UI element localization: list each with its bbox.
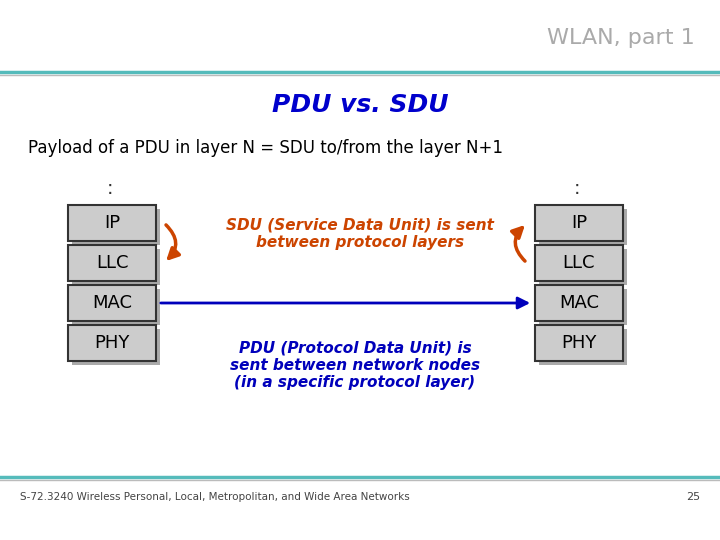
Text: LLC: LLC [96, 254, 128, 272]
FancyBboxPatch shape [68, 205, 156, 241]
FancyBboxPatch shape [72, 249, 160, 285]
Text: :: : [574, 179, 580, 198]
FancyBboxPatch shape [539, 249, 627, 285]
Text: PDU (Protocol Data Unit) is
sent between network nodes
(in a specific protocol l: PDU (Protocol Data Unit) is sent between… [230, 340, 480, 390]
Text: PHY: PHY [94, 334, 130, 352]
Text: MAC: MAC [92, 294, 132, 312]
Text: WLAN, part 1: WLAN, part 1 [547, 28, 695, 48]
FancyBboxPatch shape [68, 285, 156, 321]
Text: :: : [107, 179, 113, 198]
FancyBboxPatch shape [535, 245, 623, 281]
Text: 25: 25 [686, 492, 700, 502]
FancyBboxPatch shape [535, 205, 623, 241]
Text: SDU (Service Data Unit) is sent
between protocol layers: SDU (Service Data Unit) is sent between … [226, 218, 494, 250]
FancyBboxPatch shape [72, 289, 160, 325]
Text: PDU vs. SDU: PDU vs. SDU [271, 93, 449, 117]
FancyBboxPatch shape [535, 285, 623, 321]
FancyBboxPatch shape [68, 245, 156, 281]
Text: IP: IP [104, 214, 120, 232]
Text: IP: IP [571, 214, 587, 232]
Text: S-72.3240 Wireless Personal, Local, Metropolitan, and Wide Area Networks: S-72.3240 Wireless Personal, Local, Metr… [20, 492, 410, 502]
Text: PHY: PHY [562, 334, 597, 352]
Text: Payload of a PDU in layer N = SDU to/from the layer N+1: Payload of a PDU in layer N = SDU to/fro… [28, 139, 503, 157]
FancyBboxPatch shape [68, 325, 156, 361]
FancyBboxPatch shape [539, 289, 627, 325]
FancyBboxPatch shape [72, 209, 160, 245]
FancyBboxPatch shape [72, 329, 160, 365]
FancyBboxPatch shape [535, 325, 623, 361]
FancyBboxPatch shape [539, 329, 627, 365]
Text: LLC: LLC [563, 254, 595, 272]
FancyBboxPatch shape [539, 209, 627, 245]
Text: MAC: MAC [559, 294, 599, 312]
